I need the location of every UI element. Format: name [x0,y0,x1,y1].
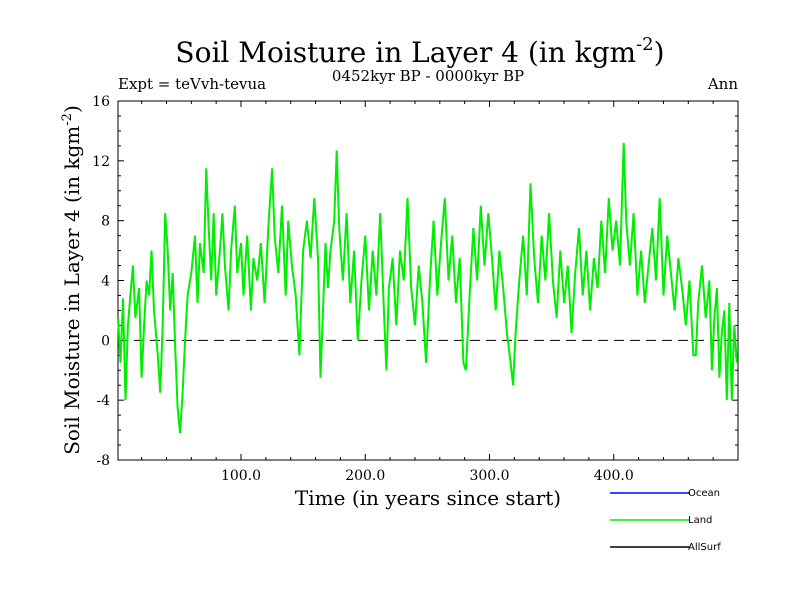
y-tick-label: 12 [92,154,110,170]
legend-label-allsurf: AllSurf [688,542,721,553]
legend: Ocean Land AllSurf [610,488,721,553]
series-line-land [117,142,738,434]
y-axis-label: Soil Moisture in Layer 4 (in kgm-2) [60,105,84,455]
x-tick-label: 400.0 [594,468,634,484]
y-tick-label: -4 [96,393,110,409]
chart-subtitle: 0452kyr BP - 0000kyr BP [332,67,524,85]
season-label: Ann [707,75,738,93]
x-axis: 100.0 200.0 300.0 400.0 [141,101,714,484]
x-tick-label: 200.0 [345,468,385,484]
y-tick-label: 0 [101,333,110,349]
chart-title-sup: -2 [636,34,654,55]
y-tick-label: -8 [96,453,110,469]
expt-label: Expt = teVvh-tevua [118,75,266,93]
y-axis-label-sup: -2 [60,113,75,126]
y-tick-label: 4 [101,274,110,290]
y-axis-label-main: Soil Moisture in Layer 4 (in kgm [60,126,84,455]
chart-title-main: Soil Moisture in Layer 4 (in kgm [175,36,636,69]
y-tick-label: 8 [101,214,110,230]
y-axis: -8 -4 0 4 8 12 16 [92,94,738,469]
chart-title-close: ) [654,36,665,69]
legend-label-land: Land [688,515,712,526]
x-tick-label: 100.0 [221,468,261,484]
y-tick-label: 16 [92,94,110,110]
x-axis-label: Time (in years since start) [295,486,561,510]
legend-label-ocean: Ocean [688,488,720,499]
x-tick-label: 300.0 [469,468,509,484]
chart-title: Soil Moisture in Layer 4 (in kgm-2) [175,34,664,69]
y-axis-label-close: ) [60,105,84,113]
